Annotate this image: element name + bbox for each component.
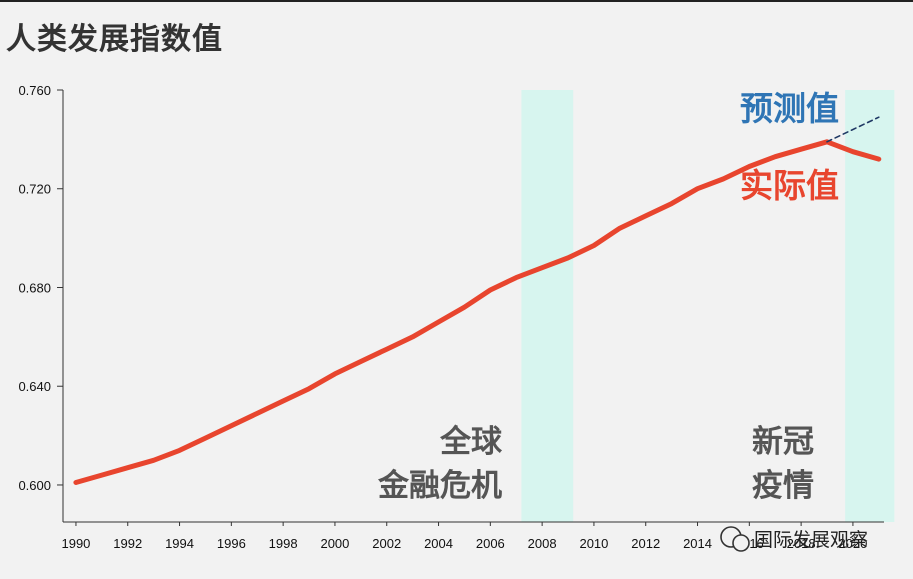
y-tick-label: 0.640 — [18, 379, 51, 394]
period-label-0: 金融危机 — [377, 468, 502, 504]
watermark: 国际发展观察 — [720, 526, 868, 552]
period-label-1: 新冠 — [752, 424, 814, 460]
chart-title: 人类发展指数值 — [6, 22, 223, 57]
x-tick-label: 1996 — [217, 536, 246, 551]
y-tick-label: 0.760 — [18, 83, 51, 98]
y-tick-label: 0.600 — [18, 478, 51, 493]
x-tick-label: 2002 — [372, 536, 401, 551]
forecast-label: 预测值 — [740, 89, 839, 128]
x-tick-label: 2006 — [476, 536, 505, 551]
y-tick-label: 0.720 — [18, 182, 51, 197]
top-rule — [0, 0, 913, 2]
period-label-1: 疫情 — [752, 468, 814, 504]
actual-label: 实际值 — [740, 166, 839, 205]
shaded-period-0 — [521, 90, 574, 522]
shaded-period-1 — [845, 90, 895, 522]
period-label-0: 全球 — [439, 424, 503, 460]
x-tick-label: 1990 — [61, 536, 90, 551]
x-tick-label: 2008 — [528, 536, 557, 551]
x-tick-label: 1992 — [113, 536, 142, 551]
wechat-icon-bubble — [732, 534, 750, 552]
x-tick-label: 1994 — [165, 536, 194, 551]
x-tick-label: 2014 — [683, 536, 712, 551]
actual-line — [73, 139, 882, 485]
x-tick-label: 2018 — [787, 536, 816, 551]
x-tick-label: 2004 — [424, 536, 453, 551]
x-tick-label: 1998 — [269, 536, 298, 551]
x-tick-label: 2020 — [838, 536, 867, 551]
x-tick-label: 2012 — [631, 536, 660, 551]
forecast-line — [826, 116, 880, 143]
x-tick-label: 2000 — [320, 536, 349, 551]
y-tick-label: 0.680 — [18, 280, 51, 295]
watermark-text: 国际发展观察 — [754, 529, 868, 551]
x-tick-label: 2010 — [579, 536, 608, 551]
